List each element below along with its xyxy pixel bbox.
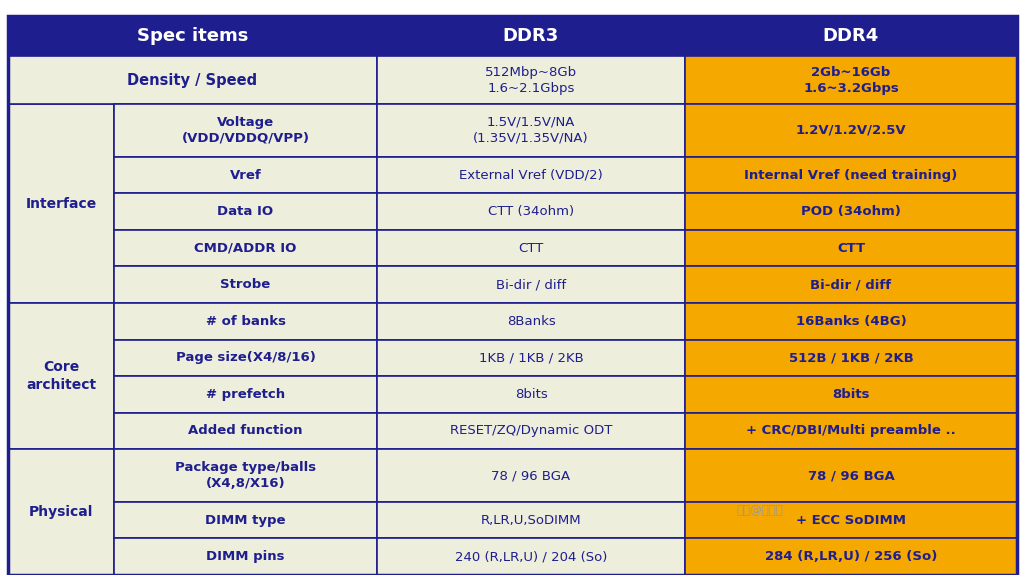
Text: 284 (R,LR,U) / 256 (So): 284 (R,LR,U) / 256 (So) [765,550,937,564]
Text: DDR4: DDR4 [823,27,879,45]
Text: CMD/ADDR IO: CMD/ADDR IO [195,242,296,255]
Bar [8,449,114,575]
Text: 512B / 1KB / 2KB: 512B / 1KB / 2KB [788,351,913,365]
Bar [685,303,1017,339]
Bar [685,266,1017,303]
Text: 78 / 96 BGA: 78 / 96 BGA [491,469,571,482]
Text: 240 (R,LR,U) / 204 (So): 240 (R,LR,U) / 204 (So) [455,550,607,564]
Bar [114,157,377,193]
Bar [377,266,685,303]
Bar [8,56,377,104]
Bar [377,303,685,339]
Bar [114,193,377,230]
Bar [114,502,377,538]
Text: Bi-dir / diff: Bi-dir / diff [811,278,892,292]
Text: RESET/ZQ/Dynamic ODT: RESET/ZQ/Dynamic ODT [450,424,612,438]
Bar [685,502,1017,538]
Text: + CRC/DBI/Multi preamble ..: + CRC/DBI/Multi preamble .. [746,424,956,438]
Text: Internal Vref (need training): Internal Vref (need training) [744,168,957,182]
Bar [114,538,377,575]
Text: DIMM type: DIMM type [205,513,286,527]
Bar [377,538,685,575]
Text: Strobe: Strobe [220,278,271,292]
Bar [114,266,377,303]
Bar [8,303,114,449]
Bar [114,303,377,339]
Text: 知乎@星群愿: 知乎@星群愿 [737,504,783,516]
Bar [685,230,1017,266]
Bar [8,16,377,56]
Bar [685,339,1017,376]
Bar [377,230,685,266]
Text: Voltage
(VDD/VDDQ/VPP): Voltage (VDD/VDDQ/VPP) [181,116,310,145]
Bar [377,157,685,193]
Text: Data IO: Data IO [217,205,274,218]
Bar [377,56,685,104]
Bar [685,538,1017,575]
Bar [377,376,685,413]
Bar [377,193,685,230]
Text: POD (34ohm): POD (34ohm) [802,205,901,218]
Text: # prefetch: # prefetch [206,388,285,401]
Bar [685,193,1017,230]
Bar [685,376,1017,413]
Text: Added function: Added function [189,424,302,438]
Text: 1.5V/1.5V/NA
(1.35V/1.35V/NA): 1.5V/1.5V/NA (1.35V/1.35V/NA) [474,116,588,145]
Text: + ECC SoDIMM: + ECC SoDIMM [796,513,906,527]
Bar [377,449,685,502]
Bar [377,502,685,538]
Text: Page size(X4/8/16): Page size(X4/8/16) [175,351,316,365]
Bar [377,104,685,157]
Bar [685,449,1017,502]
Text: Spec items: Spec items [136,27,248,45]
Bar [114,413,377,449]
Text: R,LR,U,SoDIMM: R,LR,U,SoDIMM [481,513,581,527]
Text: 8bits: 8bits [515,388,547,401]
Bar [114,104,377,157]
Bar [377,339,685,376]
Bar [114,376,377,413]
Text: 1KB / 1KB / 2KB: 1KB / 1KB / 2KB [479,351,583,365]
Text: Density / Speed: Density / Speed [127,72,257,87]
Text: CTT: CTT [837,242,865,255]
Text: 2Gb~16Gb
1.6~3.2Gbps: 2Gb~16Gb 1.6~3.2Gbps [804,66,899,94]
Bar [8,104,114,303]
Text: CTT: CTT [519,242,543,255]
Text: DIMM pins: DIMM pins [206,550,285,564]
Text: Bi-dir / diff: Bi-dir / diff [496,278,566,292]
Text: External Vref (VDD/2): External Vref (VDD/2) [459,168,603,182]
Text: Vref: Vref [230,168,261,182]
Text: 8Banks: 8Banks [506,315,556,328]
Text: 512Mbp~8Gb
1.6~2.1Gbps: 512Mbp~8Gb 1.6~2.1Gbps [485,66,577,94]
Text: Package type/balls
(X4,8/X16): Package type/balls (X4,8/X16) [175,461,316,490]
Text: CTT (34ohm): CTT (34ohm) [488,205,574,218]
Text: Interface: Interface [26,197,96,210]
Bar [685,16,1017,56]
Bar [114,339,377,376]
Bar [114,449,377,502]
Bar [685,413,1017,449]
Bar [377,16,685,56]
Text: # of banks: # of banks [205,315,286,328]
Text: 1.2V/1.2V/2.5V: 1.2V/1.2V/2.5V [795,124,906,137]
Bar [685,104,1017,157]
Text: 78 / 96 BGA: 78 / 96 BGA [808,469,895,482]
Text: DDR3: DDR3 [503,27,559,45]
Text: Core
architect: Core architect [26,361,96,392]
Bar [685,56,1017,104]
Text: Physical: Physical [29,505,93,519]
Text: 8bits: 8bits [832,388,870,401]
Bar [685,157,1017,193]
Text: 16Banks (4BG): 16Banks (4BG) [795,315,906,328]
Bar [114,230,377,266]
Bar [377,413,685,449]
